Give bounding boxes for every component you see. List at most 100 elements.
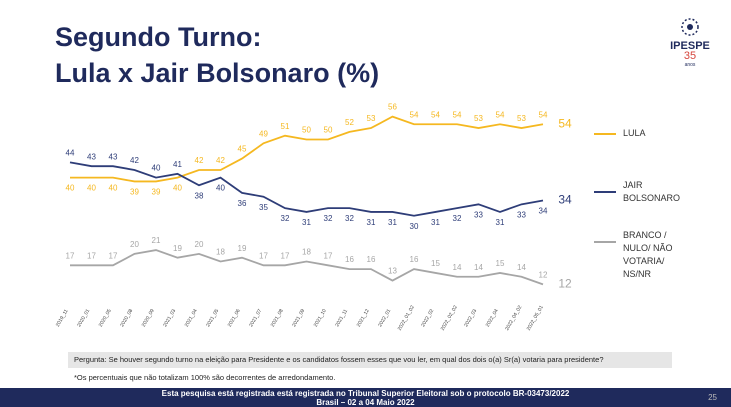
value-label: 44: [66, 148, 75, 157]
value-label: 56: [388, 103, 397, 112]
x-tick-label: 2021_11: [334, 308, 349, 328]
value-label: 21: [152, 236, 161, 245]
value-label: 31: [431, 218, 440, 227]
value-label: 17: [281, 251, 290, 260]
value-label: 40: [87, 184, 96, 193]
value-label: 16: [410, 255, 419, 264]
value-label: 54: [539, 110, 548, 119]
value-label: 30: [410, 222, 419, 231]
value-label: 36: [238, 199, 247, 208]
value-label: 54: [453, 110, 462, 119]
value-label: 13: [388, 267, 397, 276]
value-label: 53: [517, 114, 526, 123]
value-label: 43: [87, 152, 96, 161]
value-label: 14: [474, 263, 483, 272]
x-tick-label: 2021_03: [162, 308, 177, 328]
legend-label: BRANCO / NULO/ NÃO VOTARIA/ NS/NR: [623, 230, 673, 279]
chart: 2019_11 2020_01 2020_05 2020_08 2020_09 2021_…: [55, 103, 572, 332]
value-label: 52: [345, 118, 354, 127]
logo-sub: anos: [684, 62, 696, 68]
x-tick-label: 2021_12: [356, 308, 371, 328]
x-tick-label: 2022_04: [485, 308, 500, 328]
value-label: 16: [367, 255, 376, 264]
series-line: [70, 115, 544, 183]
value-label: 40: [216, 184, 225, 193]
value-label: 38: [195, 191, 204, 200]
value-label: 51: [281, 122, 290, 131]
value-label: 17: [259, 251, 268, 260]
x-tick-label: 2020_01: [76, 308, 91, 328]
value-label: 54: [431, 110, 440, 119]
value-label: 31: [302, 218, 311, 227]
value-label: 54: [496, 110, 505, 119]
x-tick-label: 2021_05: [205, 308, 220, 328]
x-tick-label: 2021_08: [270, 308, 285, 328]
value-label: 50: [302, 126, 311, 135]
footer: Esta pesquisa está registrada está regis…: [0, 388, 731, 407]
series-line: [70, 249, 544, 286]
value-label: 16: [345, 255, 354, 264]
value-label: 41: [173, 160, 182, 169]
value-label: 20: [130, 240, 139, 249]
legend-swatch: [594, 133, 616, 135]
value-label: 39: [152, 188, 161, 197]
value-label: 17: [87, 251, 96, 260]
x-tick-label: 2020_05: [98, 308, 113, 328]
x-tick-label: 2022_05_01: [526, 304, 545, 331]
value-label: 49: [259, 129, 268, 138]
value-label: 20: [195, 240, 204, 249]
x-tick-label: 2022_04_02: [504, 304, 523, 331]
footer-line: Esta pesquisa está registrada está regis…: [161, 389, 570, 398]
logo-icon: [681, 18, 699, 36]
end-label: 34: [558, 193, 572, 207]
x-tick-label: 2020_08: [119, 308, 134, 328]
value-label: 18: [216, 248, 225, 257]
value-label: 19: [238, 244, 247, 253]
legend-label: JAIR BOLSONARO: [623, 180, 681, 203]
value-label: 43: [109, 152, 118, 161]
value-label: 15: [431, 259, 440, 268]
value-label: 31: [496, 218, 505, 227]
value-label: 14: [517, 263, 526, 272]
value-label: 17: [109, 251, 118, 260]
value-label: 42: [216, 156, 225, 165]
value-label: 33: [517, 210, 526, 219]
value-label: 40: [152, 164, 161, 173]
logo-name: IPESPE: [670, 40, 710, 52]
footnote: *Os percentuais que não totalizam 100% s…: [74, 373, 336, 382]
x-tick-label: 2022_03: [463, 308, 478, 328]
value-label: 17: [66, 251, 75, 260]
value-label: 31: [367, 218, 376, 227]
x-tick-label: 2021_09: [291, 308, 306, 328]
x-tick-label: 2022_02: [420, 308, 435, 328]
end-label: 12: [558, 277, 572, 291]
value-label: 19: [173, 244, 182, 253]
value-label: 18: [302, 248, 311, 257]
value-label: 32: [453, 214, 462, 223]
value-label: 54: [410, 110, 419, 119]
value-label: 15: [496, 259, 505, 268]
value-label: 32: [324, 214, 333, 223]
value-label: 33: [474, 210, 483, 219]
x-tick-label: 2020_09: [141, 308, 156, 328]
value-label: 53: [367, 114, 376, 123]
x-tick-label: 2022_01_02: [397, 304, 416, 331]
value-label: 45: [238, 145, 247, 154]
title-line: Segundo Turno:: [55, 22, 262, 52]
value-label: 31: [388, 218, 397, 227]
page-number: 25: [708, 393, 717, 402]
x-tick-label: 2022_01: [377, 308, 392, 328]
value-label: 40: [173, 184, 182, 193]
value-label: 32: [281, 214, 290, 223]
x-tick-label: 2021_07: [248, 308, 263, 328]
logo-number: 35: [683, 50, 697, 62]
question: Pergunta: Se houver segundo turno na ele…: [68, 352, 672, 368]
title-line: Lula x Jair Bolsonaro (%): [55, 58, 380, 88]
series-line: [69, 161, 544, 217]
value-label: 14: [453, 263, 462, 272]
x-tick-label: 2021_10: [313, 308, 328, 328]
legend-label: LULA: [623, 128, 646, 138]
value-label: 50: [324, 126, 333, 135]
value-label: 34: [539, 207, 548, 216]
